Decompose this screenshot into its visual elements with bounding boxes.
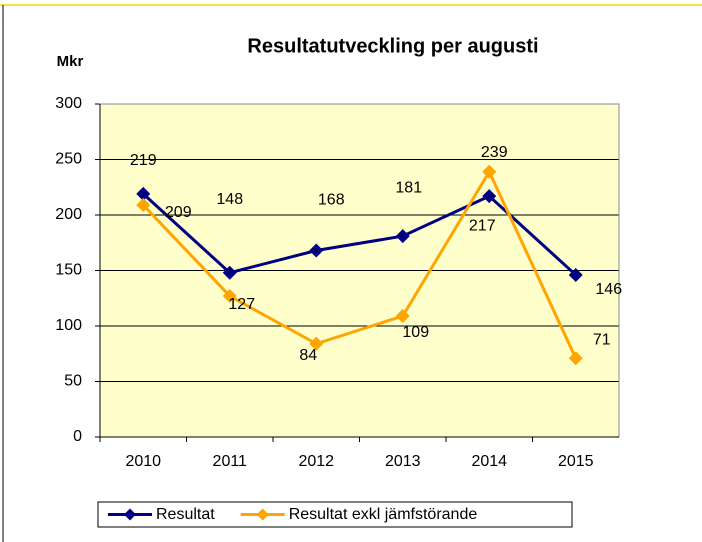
y-tick-label: 50	[64, 373, 82, 390]
marker	[309, 243, 324, 258]
y-axis-label: Mkr	[57, 53, 84, 70]
chart-title: Resultatutveckling per augusti	[247, 35, 538, 57]
marker	[222, 265, 237, 280]
data-label: 84	[299, 347, 317, 364]
marker	[309, 336, 324, 351]
marker	[482, 164, 497, 179]
data-label: 217	[469, 217, 496, 234]
y-tick-label: 0	[73, 428, 82, 445]
marker	[136, 186, 151, 201]
data-label: 127	[228, 296, 255, 313]
legend-marker	[256, 508, 269, 521]
legend-label: Resultat	[156, 506, 215, 523]
legend-label: Resultat exkl jämfstörande	[289, 506, 478, 523]
series-line	[142, 168, 578, 359]
y-tick-label: 300	[55, 95, 82, 112]
marker	[568, 351, 583, 366]
marker	[395, 309, 410, 324]
data-label: 71	[593, 331, 611, 348]
data-label: 109	[402, 324, 429, 341]
y-tick-label: 150	[55, 262, 82, 279]
x-tick-label: 2010	[125, 453, 161, 470]
data-label: 146	[595, 281, 622, 298]
data-label: 148	[216, 191, 243, 208]
y-tick-label: 100	[55, 317, 82, 334]
marker	[395, 229, 410, 244]
legend-marker	[124, 508, 136, 521]
data-label: 181	[395, 179, 422, 196]
data-label: 219	[130, 152, 157, 169]
data-label: 168	[318, 192, 345, 209]
marker	[136, 198, 151, 213]
marker	[482, 189, 497, 204]
marker	[222, 289, 237, 304]
x-tick-label: 2011	[213, 453, 248, 470]
y-tick-label: 200	[55, 206, 82, 223]
data-label: 239	[481, 144, 508, 161]
y-tick-label: 250	[55, 151, 82, 168]
x-tick-label: 2015	[558, 453, 594, 470]
data-label: 209	[165, 204, 192, 221]
x-tick-label: 2012	[298, 453, 334, 470]
legend-box	[97, 501, 573, 528]
marker	[568, 267, 583, 282]
series-line	[142, 192, 577, 277]
x-tick-label: 2013	[385, 453, 421, 470]
x-tick-label: 2014	[471, 453, 507, 470]
